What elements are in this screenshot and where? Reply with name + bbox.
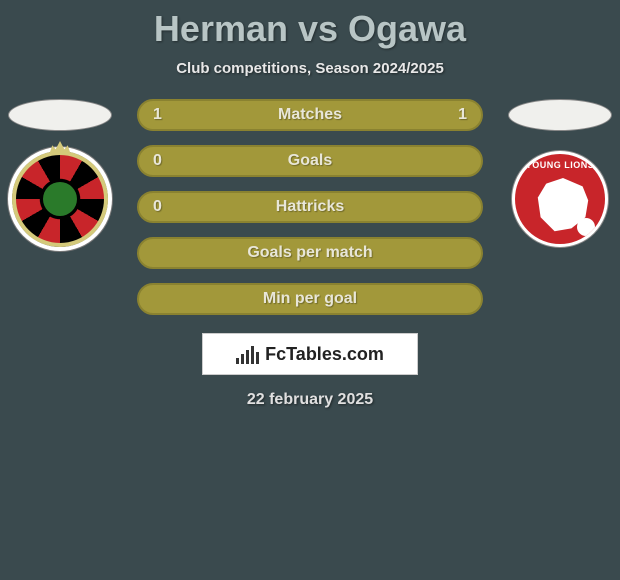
stat-row-min-per-goal: Min per goal bbox=[137, 283, 483, 315]
club-badge-right: YOUNG LIONS bbox=[512, 151, 608, 247]
stat-label: Goals per match bbox=[247, 244, 372, 262]
stat-left-value: 1 bbox=[153, 106, 162, 124]
badge-left-center bbox=[43, 182, 77, 216]
date-label: 22 february 2025 bbox=[0, 391, 620, 409]
stat-row-hattricks: 0 Hattricks bbox=[137, 191, 483, 223]
stat-label: Min per goal bbox=[263, 290, 357, 308]
subtitle: Club competitions, Season 2024/2025 bbox=[0, 60, 620, 77]
player-right-column: YOUNG LIONS bbox=[500, 99, 620, 247]
player-right-photo-placeholder bbox=[508, 99, 612, 131]
stat-row-goals: 0 Goals bbox=[137, 145, 483, 177]
club-badge-left bbox=[12, 151, 108, 247]
stat-label: Hattricks bbox=[276, 198, 344, 216]
player-left-column bbox=[0, 99, 120, 247]
ball-icon bbox=[577, 218, 595, 236]
stat-row-matches: 1 Matches 1 bbox=[137, 99, 483, 131]
branding-box[interactable]: FcTables.com bbox=[202, 333, 418, 375]
branding-text: FcTables.com bbox=[265, 344, 384, 365]
stat-left-value: 0 bbox=[153, 152, 162, 170]
club-right-label: YOUNG LIONS bbox=[515, 160, 605, 170]
stat-label: Goals bbox=[288, 152, 332, 170]
crown-icon bbox=[49, 141, 71, 155]
stats-column: 1 Matches 1 0 Goals 0 Hattricks Goals pe… bbox=[137, 99, 483, 315]
stat-label: Matches bbox=[278, 106, 342, 124]
page-title: Herman vs Ogawa bbox=[0, 0, 620, 50]
player-left-photo-placeholder bbox=[8, 99, 112, 131]
bars-icon bbox=[236, 344, 259, 364]
stat-right-value: 1 bbox=[458, 106, 467, 124]
stat-left-value: 0 bbox=[153, 198, 162, 216]
stat-row-goals-per-match: Goals per match bbox=[137, 237, 483, 269]
content-wrap: YOUNG LIONS 1 Matches 1 0 Goals 0 Hattri… bbox=[0, 99, 620, 409]
